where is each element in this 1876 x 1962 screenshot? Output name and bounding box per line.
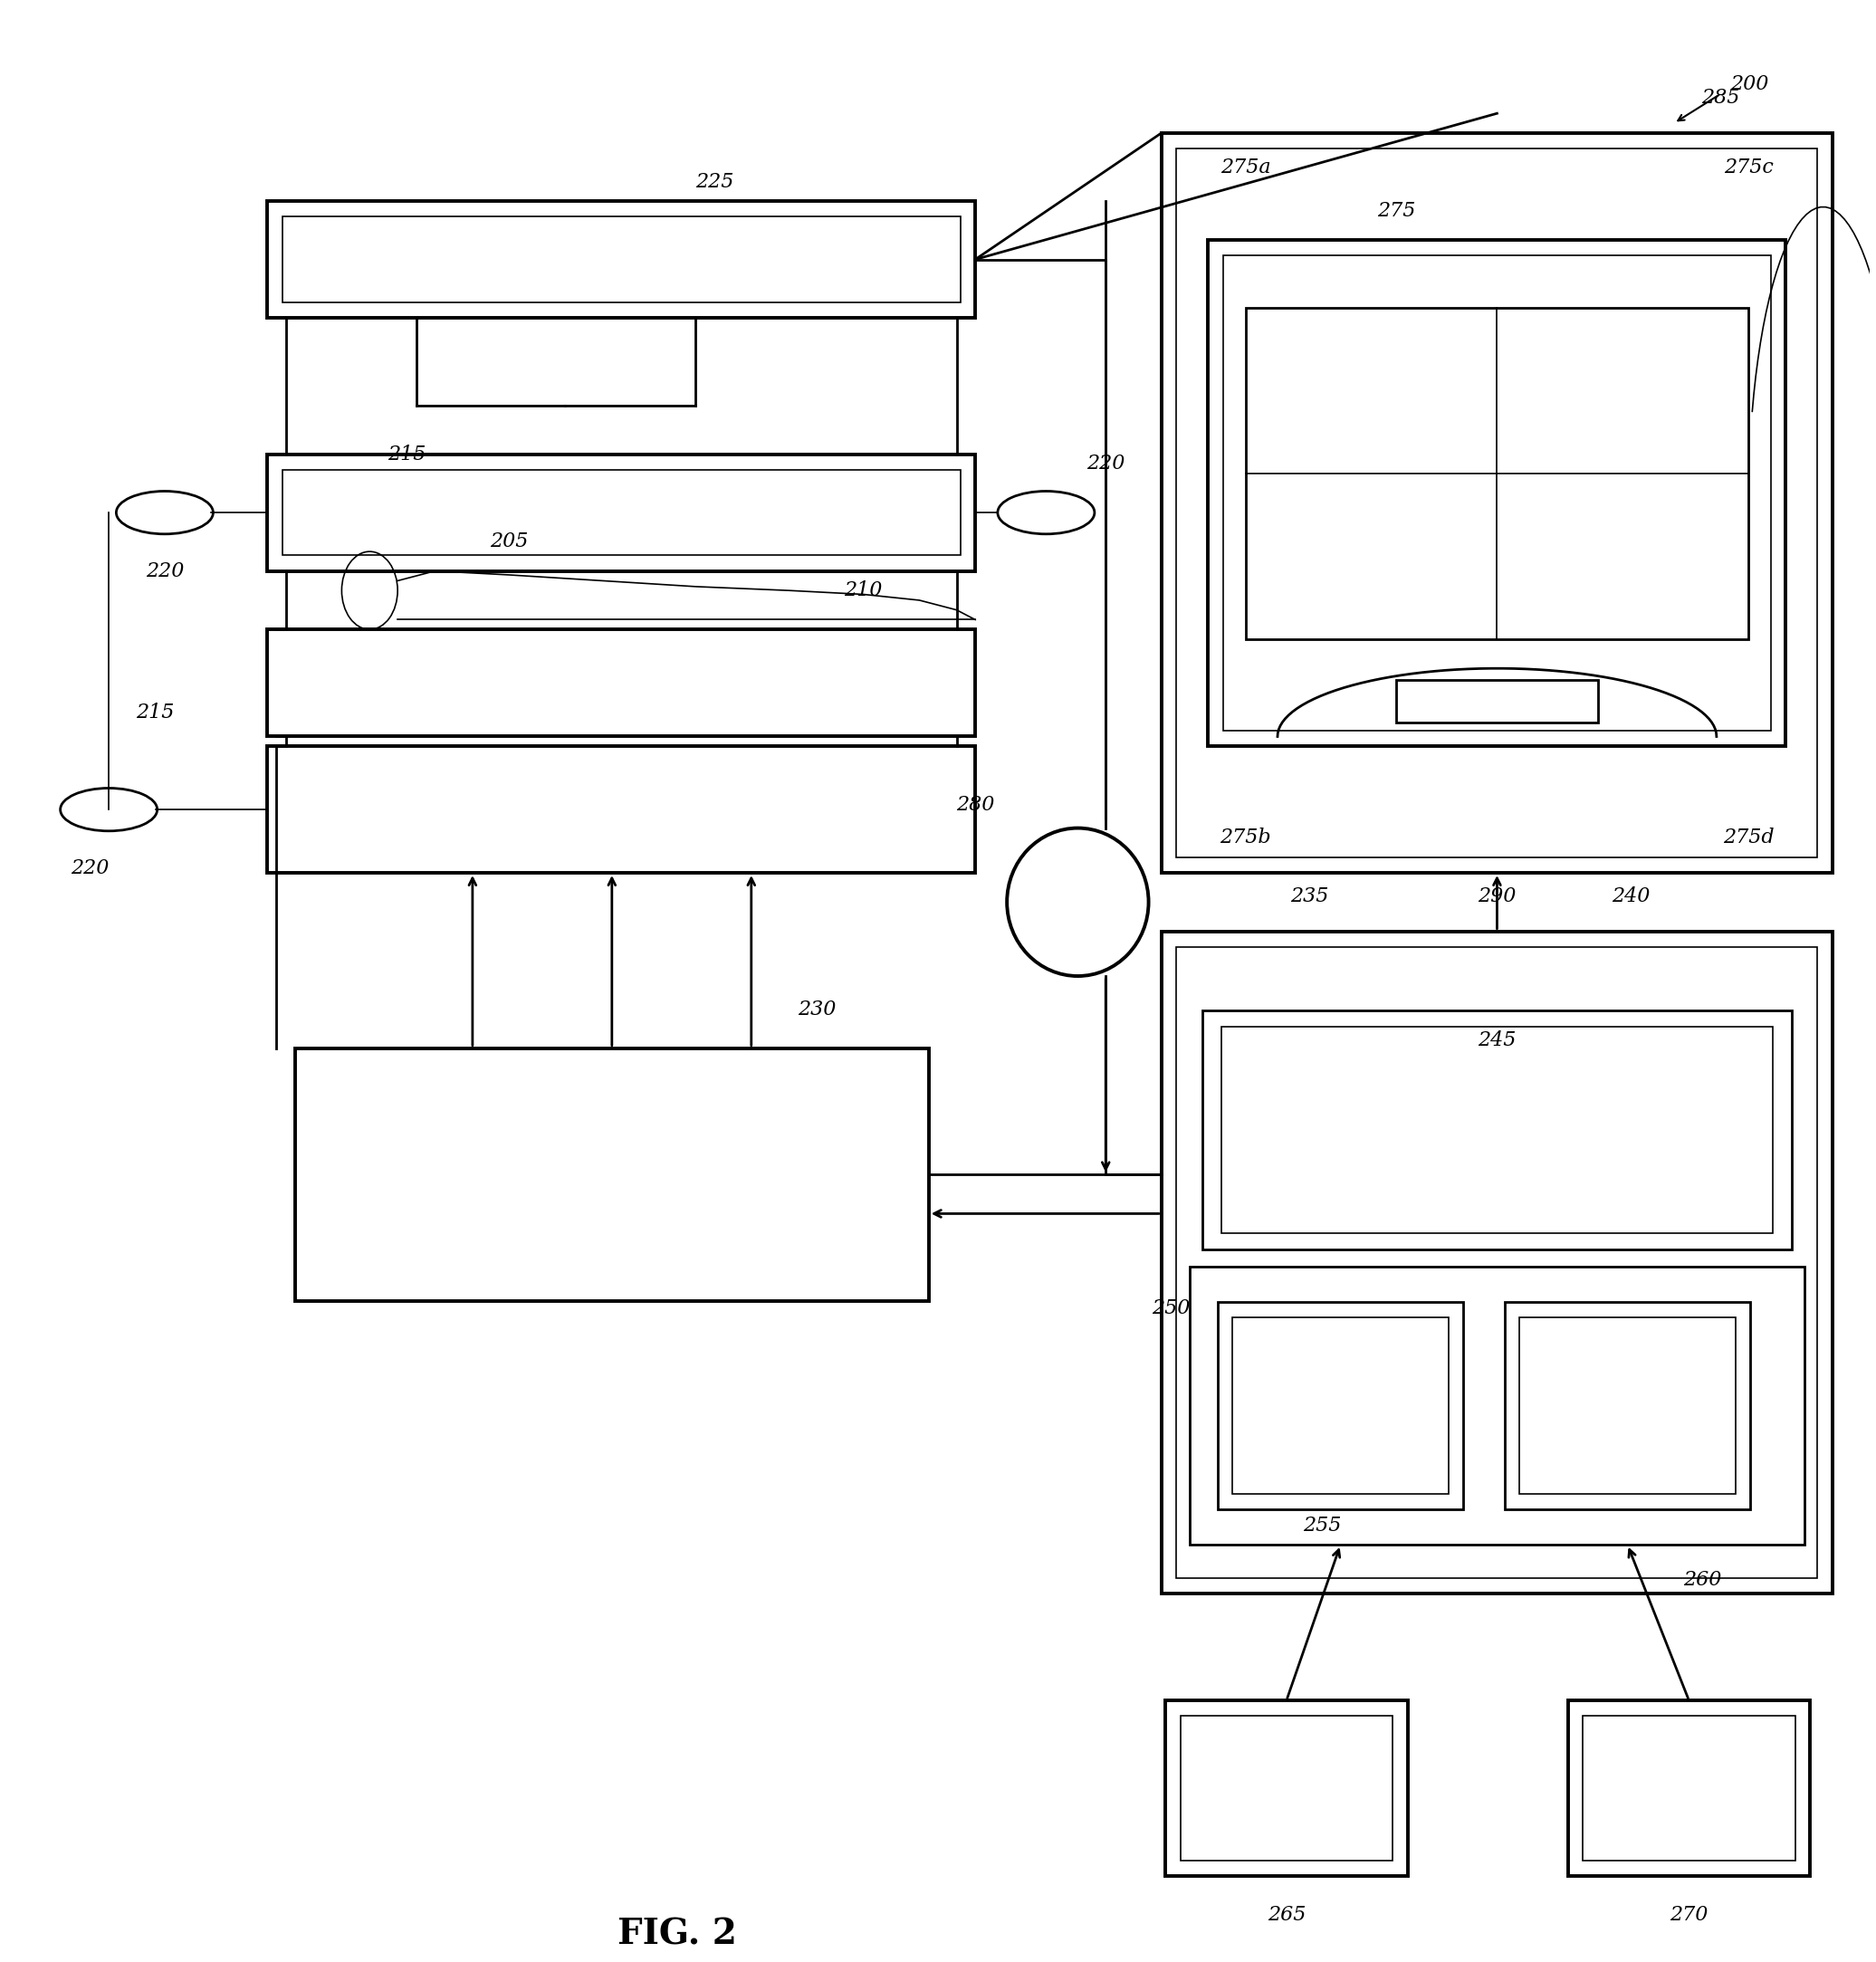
Text: 245: 245 xyxy=(1478,1030,1516,1050)
Text: 205: 205 xyxy=(490,532,529,551)
Text: 290: 290 xyxy=(1478,887,1516,906)
Text: 210: 210 xyxy=(844,581,882,600)
Text: 260: 260 xyxy=(1683,1570,1720,1589)
Text: 215: 215 xyxy=(388,443,426,465)
Bar xyxy=(266,630,976,736)
Bar xyxy=(266,453,976,571)
Text: 270: 270 xyxy=(1670,1905,1709,1925)
Text: 220: 220 xyxy=(1086,453,1126,475)
Text: 275a: 275a xyxy=(1219,159,1270,179)
Bar xyxy=(1203,1010,1792,1250)
Bar xyxy=(1246,308,1748,640)
Bar xyxy=(1161,133,1833,873)
Bar xyxy=(1221,1026,1773,1234)
Text: 280: 280 xyxy=(957,795,994,814)
Text: 240: 240 xyxy=(1611,887,1651,906)
Bar xyxy=(1233,1317,1448,1493)
Text: 200: 200 xyxy=(1730,75,1769,94)
Bar xyxy=(1176,948,1818,1577)
Bar xyxy=(1208,239,1786,746)
Text: 235: 235 xyxy=(1291,887,1328,906)
Text: 275: 275 xyxy=(1377,200,1416,220)
Bar xyxy=(1223,255,1771,730)
Bar xyxy=(1189,1267,1805,1544)
Text: 250: 250 xyxy=(1152,1299,1189,1318)
Text: 275c: 275c xyxy=(1724,159,1773,179)
Text: 220: 220 xyxy=(71,857,109,877)
Bar xyxy=(1165,1701,1407,1876)
Bar xyxy=(281,469,961,555)
Bar xyxy=(266,746,976,873)
Text: 275d: 275d xyxy=(1722,828,1775,848)
Bar xyxy=(1583,1717,1795,1860)
Bar xyxy=(1520,1317,1735,1493)
Bar xyxy=(266,200,976,318)
Text: 225: 225 xyxy=(696,171,734,192)
Bar xyxy=(1180,1717,1392,1860)
Text: 275b: 275b xyxy=(1219,828,1272,848)
Text: 285: 285 xyxy=(1702,88,1739,108)
Bar xyxy=(1161,932,1833,1593)
Bar xyxy=(1176,149,1818,857)
Text: 230: 230 xyxy=(797,999,837,1018)
Text: 255: 255 xyxy=(1302,1515,1341,1534)
Text: FIG. 2: FIG. 2 xyxy=(617,1917,737,1952)
Bar xyxy=(1505,1301,1750,1509)
Text: 220: 220 xyxy=(146,561,184,581)
Bar xyxy=(295,1048,929,1301)
Bar xyxy=(1218,1301,1463,1509)
Bar xyxy=(1568,1701,1810,1876)
Bar xyxy=(281,216,961,302)
Text: 265: 265 xyxy=(1268,1905,1306,1925)
Bar xyxy=(1396,681,1598,722)
Text: 215: 215 xyxy=(137,702,174,722)
